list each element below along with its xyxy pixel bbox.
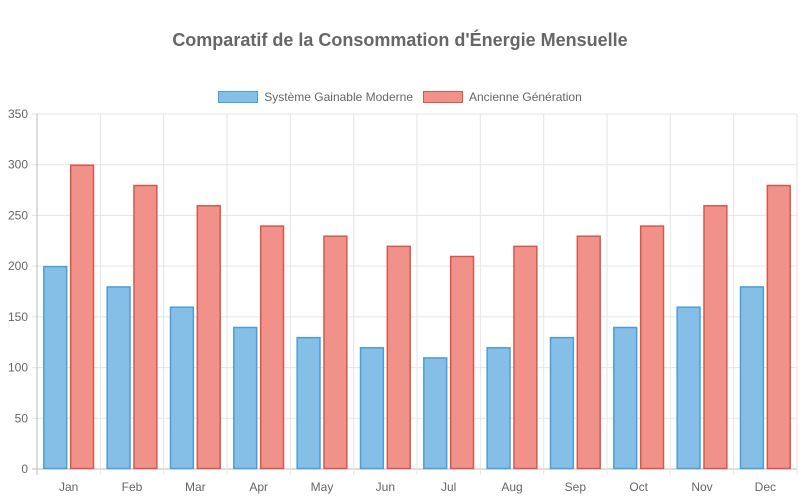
bar-old-nov [703,205,728,470]
x-tick-label: May [311,480,334,494]
y-tick-label: 100 [8,361,28,375]
bar-modern-oct [613,326,638,470]
bar-modern-feb [106,286,131,470]
chart-title: Comparatif de la Consommation d'Énergie … [172,30,628,50]
bar-old-feb [133,184,158,470]
legend-swatch-modern [218,91,259,103]
x-tick-label: Feb [122,480,143,494]
bar-modern-jun [359,347,385,470]
bar-old-mar [196,205,221,470]
y-tick-label: 250 [8,208,28,222]
x-tick-label: Jul [441,480,456,494]
legend-swatch-old [423,91,463,103]
legend-item-old[interactable]: Ancienne Génération [423,90,582,104]
bar-old-aug [513,245,538,470]
bar-modern-aug [486,347,511,470]
x-tick-label: Jan [59,480,78,494]
bar-old-dec [766,184,791,470]
bar-modern-may [296,336,321,470]
bar-modern-mar [169,306,195,470]
bar-modern-dec [739,286,765,470]
bar-old-may [323,235,348,470]
bar-old-jan [69,164,95,470]
bar-modern-jul [423,357,448,470]
y-tick-label: 200 [8,259,28,273]
x-tick-label: Sep [565,480,587,494]
x-tick-label: Apr [249,480,268,494]
bar-old-sep [576,235,601,470]
bar-old-jul [449,255,475,470]
y-tick-label: 150 [8,310,28,324]
x-tick-label: Aug [501,480,522,494]
chart-legend: Système Gainable Moderne Ancienne Généra… [0,89,800,105]
legend-item-modern[interactable]: Système Gainable Moderne [218,90,413,104]
bar-old-oct [639,225,665,470]
y-tick-label: 350 [8,107,28,121]
legend-label-old: Ancienne Génération [469,90,582,104]
x-tick-label: Jun [376,480,395,494]
x-tick-label: Nov [691,480,712,494]
bar-modern-jan [43,265,68,470]
bar-modern-apr [233,326,258,470]
bar-modern-sep [549,336,575,470]
x-tick-label: Dec [755,480,776,494]
x-tick-label: Oct [629,480,648,494]
bar-old-jun [386,245,411,470]
bar-modern-nov [676,306,701,470]
y-tick-label: 0 [21,462,28,476]
y-tick-label: 50 [15,411,29,425]
bar-old-apr [259,225,285,470]
legend-label-modern: Système Gainable Moderne [264,90,413,104]
y-tick-label: 300 [8,158,28,172]
x-tick-label: Mar [185,480,206,494]
